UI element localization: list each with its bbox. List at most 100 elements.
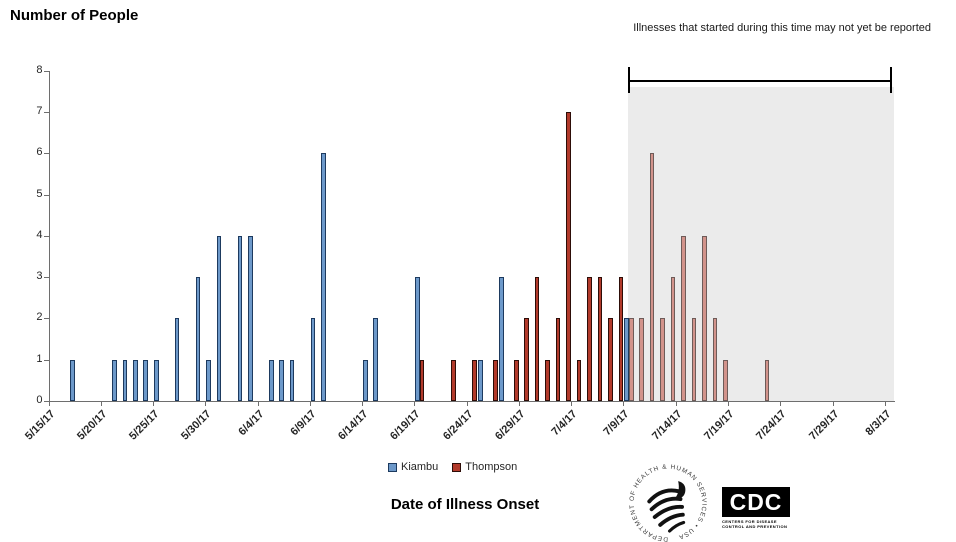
y-tick-label-7: 7: [36, 104, 43, 117]
bar-kiambu-6/10/17: [321, 153, 326, 401]
x-tick-6/4/17: [257, 401, 259, 406]
bar-kiambu-6/9/17: [310, 318, 316, 401]
y-tick-1: [43, 359, 49, 361]
thompson-swatch-icon: [452, 462, 462, 472]
bar-thompson-7/1/17: [545, 359, 550, 401]
y-axis-line: [48, 71, 50, 402]
x-tick-6/19/17: [414, 401, 416, 406]
bar-kiambu-6/15/17: [373, 318, 379, 401]
bar-thompson-7/12/17: [660, 318, 665, 401]
y-tick-0: [43, 401, 49, 402]
bar-kiambu-6/27/17: [498, 277, 504, 401]
y-tick-label-5: 5: [36, 187, 43, 200]
bar-thompson-7/10/17: [639, 318, 645, 401]
bar-thompson-7/14/17: [681, 235, 686, 401]
y-tick-label-4: 4: [36, 228, 43, 241]
y-tick-label-0: 0: [36, 394, 43, 406]
bar-thompson-6/19/17: [419, 359, 425, 401]
bar-kiambu-6/7/17: [289, 359, 295, 401]
cdc-caption-line1: CENTERS FOR DISEASE: [722, 519, 777, 524]
bar-thompson-7/13/17: [670, 277, 676, 401]
y-tick-label-6: 6: [36, 146, 43, 159]
x-tick-7/29/17: [832, 401, 834, 406]
bar-kiambu-5/30/17: [206, 359, 211, 401]
bar-thompson-7/7/17: [608, 318, 613, 401]
x-tick-7/19/17: [728, 401, 729, 406]
svg-text:DEPARTMENT OF HEALTH & HUMAN S: DEPARTMENT OF HEALTH & HUMAN SERVICES • …: [629, 464, 707, 542]
bracket-line: [628, 80, 892, 82]
not-yet-reported-shaded-region: [628, 87, 895, 401]
legend-item-kiambu: Kiambu: [388, 461, 438, 473]
bar-thompson-6/30/17: [534, 277, 540, 401]
bar-kiambu-6/19/17: [415, 277, 420, 401]
x-tick-8/3/17: [884, 401, 886, 406]
bar-thompson-7/11/17: [649, 153, 655, 401]
x-axis-line: [48, 401, 896, 402]
bar-thompson-6/29/17: [524, 318, 530, 401]
cdc-caption-line2: CONTROL AND PREVENTION: [722, 524, 788, 529]
legend-label-thompson: Thompson: [465, 461, 518, 473]
legend-label-kiambu: Kiambu: [401, 461, 439, 473]
bar-thompson-7/16/17: [702, 235, 707, 401]
bar-kiambu-5/22/17: [122, 359, 128, 401]
bar-thompson-7/6/17: [597, 277, 603, 401]
y-tick-label-8: 8: [36, 63, 43, 76]
bar-thompson-6/28/17: [513, 359, 519, 401]
x-tick-7/24/17: [780, 401, 782, 406]
y-tick-4: [43, 235, 49, 237]
bar-kiambu-6/2/17: [237, 235, 243, 401]
bar-kiambu-5/17/17: [70, 359, 75, 401]
y-tick-7: [43, 111, 49, 113]
y-tick-3: [43, 277, 49, 279]
hhs-seal-icon: DEPARTMENT OF HEALTH & HUMAN SERVICES • …: [629, 464, 707, 542]
y-tick-6: [43, 153, 49, 155]
bar-thompson-7/2/17: [555, 318, 561, 401]
x-tick-5/20/17: [100, 401, 102, 406]
bar-kiambu-5/29/17: [195, 277, 201, 401]
bar-thompson-7/15/17: [691, 318, 697, 401]
bar-kiambu-5/23/17: [133, 359, 138, 401]
bar-thompson-7/18/17: [723, 359, 728, 401]
bar-kiambu-5/31/17: [216, 235, 222, 401]
x-tick-7/4/17: [571, 401, 573, 406]
x-tick-5/15/17: [48, 401, 50, 406]
bar-kiambu-6/14/17: [363, 359, 368, 401]
x-tick-6/14/17: [362, 401, 364, 406]
x-tick-6/24/17: [466, 401, 468, 406]
bar-kiambu-6/3/17: [248, 235, 253, 401]
bar-kiambu-6/6/17: [279, 359, 284, 401]
y-tick-label-3: 3: [36, 270, 43, 283]
bar-kiambu-6/25/17: [478, 359, 483, 401]
bar-thompson-7/3/17: [566, 111, 571, 401]
cdc-logo: CDC CENTERS FOR DISEASE CONTROL AND PREV…: [722, 487, 790, 529]
bracket-tick-left: [628, 67, 630, 93]
legend: Kiambu Thompson: [388, 461, 517, 473]
x-tick-6/9/17: [309, 401, 311, 406]
bar-thompson-7/4/17: [576, 359, 582, 401]
bar-kiambu-5/27/17: [174, 318, 180, 401]
chart-title: Number of People: [10, 7, 139, 24]
y-tick-label-1: 1: [36, 352, 43, 365]
kiambu-swatch-icon: [388, 462, 397, 472]
bar-thompson-7/17/17: [712, 318, 718, 401]
x-tick-7/9/17: [623, 401, 625, 406]
bar-thompson-6/26/17: [493, 359, 498, 401]
x-tick-5/25/17: [153, 401, 155, 406]
y-tick-5: [43, 194, 49, 196]
bar-kiambu-5/21/17: [112, 359, 117, 401]
bracket-tick-right: [890, 67, 892, 93]
legend-item-thompson: Thompson: [452, 461, 517, 473]
y-tick-label-2: 2: [36, 311, 43, 324]
bar-thompson-6/24/17: [472, 359, 477, 401]
bar-thompson-7/8/17: [618, 277, 624, 401]
cdc-logo-letters: CDC: [722, 487, 790, 517]
bar-thompson-7/22/17: [764, 359, 770, 401]
x-axis-title: Date of Illness Onset: [390, 496, 540, 513]
x-tick-6/29/17: [518, 401, 520, 406]
x-tick-5/30/17: [205, 401, 207, 406]
bar-kiambu-5/25/17: [153, 359, 159, 401]
x-tick-7/14/17: [675, 401, 677, 406]
hhs-eagle-icon: [647, 481, 686, 533]
